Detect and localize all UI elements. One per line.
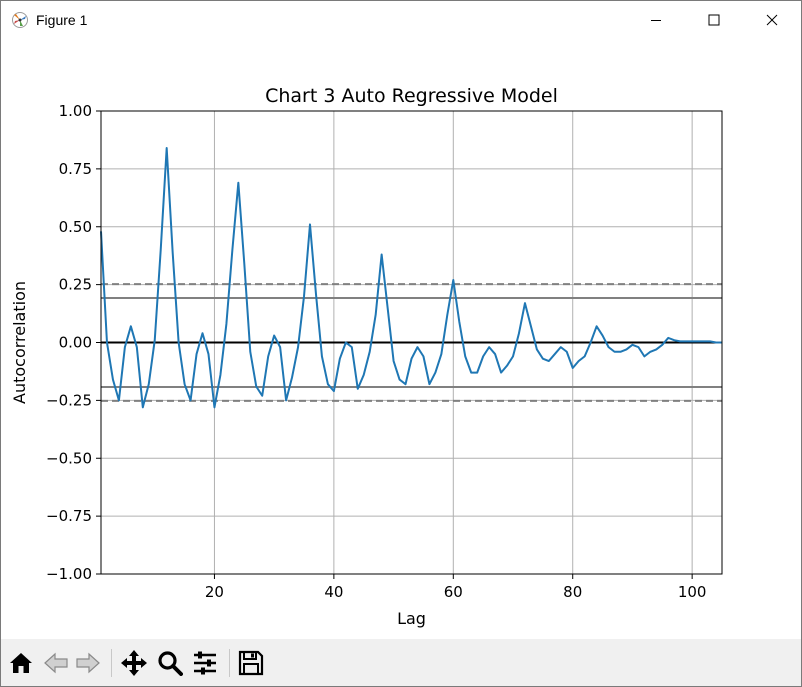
home-button[interactable]	[6, 648, 36, 678]
move-icon	[121, 650, 147, 676]
save-icon	[238, 650, 264, 676]
y-tick-label: 1.00	[59, 102, 92, 120]
y-tick-label: 0.50	[59, 218, 92, 236]
maximize-button[interactable]	[685, 1, 743, 39]
window-title: Figure 1	[36, 12, 88, 28]
pan-button[interactable]	[119, 648, 149, 678]
forward-button[interactable]	[73, 648, 103, 678]
maximize-icon	[708, 14, 720, 26]
close-icon	[766, 14, 778, 26]
close-button[interactable]	[743, 1, 801, 39]
toolbar-separator	[229, 649, 230, 677]
sliders-icon	[194, 651, 216, 675]
y-tick-label: 0.25	[59, 276, 92, 294]
title-bar[interactable]: Figure 1	[1, 1, 801, 39]
chart-title: Chart 3 Auto Regressive Model	[265, 85, 558, 107]
y-tick-label: −0.50	[46, 449, 92, 467]
autocorrelation-plot: 20 40 60 80 100 −1.00 −0.75 −0.50 −0.25 0.00 0.25 0…	[10, 85, 723, 628]
minimize-button[interactable]	[627, 1, 685, 39]
zoom-icon	[158, 651, 183, 676]
navigation-toolbar	[1, 639, 801, 686]
y-tick-label: −0.75	[46, 507, 92, 525]
configure-subplots-button[interactable]	[190, 648, 220, 678]
confidence-bands	[101, 283, 722, 402]
axis-ticks: 20 40 60 80 100 −1.00 −0.75 −0.50 −0.25 0.00 0.25 0…	[46, 102, 706, 601]
minimize-icon	[651, 20, 661, 21]
x-tick-label: 100	[678, 583, 707, 601]
zoom-button[interactable]	[155, 648, 185, 678]
home-icon	[10, 653, 32, 673]
x-tick-label: 80	[563, 583, 582, 601]
x-axis-label: Lag	[397, 609, 426, 628]
y-tick-label: 0.75	[59, 160, 92, 178]
y-axis-label: Autocorrelation	[10, 281, 29, 404]
x-tick-label: 60	[444, 583, 463, 601]
matplotlib-figure-icon	[11, 11, 29, 29]
x-tick-label: 40	[324, 583, 343, 601]
forward-arrow-icon	[76, 652, 100, 674]
y-tick-label: −0.25	[46, 391, 92, 409]
back-arrow-icon	[44, 652, 68, 674]
back-button[interactable]	[41, 648, 71, 678]
y-tick-label: 0.00	[59, 334, 92, 352]
series-layer	[100, 147, 722, 409]
toolbar-separator	[111, 649, 112, 677]
save-button[interactable]	[236, 648, 266, 678]
autocorrelation-series-line	[100, 147, 722, 409]
y-tick-label: −1.00	[46, 565, 92, 583]
x-tick-label: 20	[205, 583, 224, 601]
